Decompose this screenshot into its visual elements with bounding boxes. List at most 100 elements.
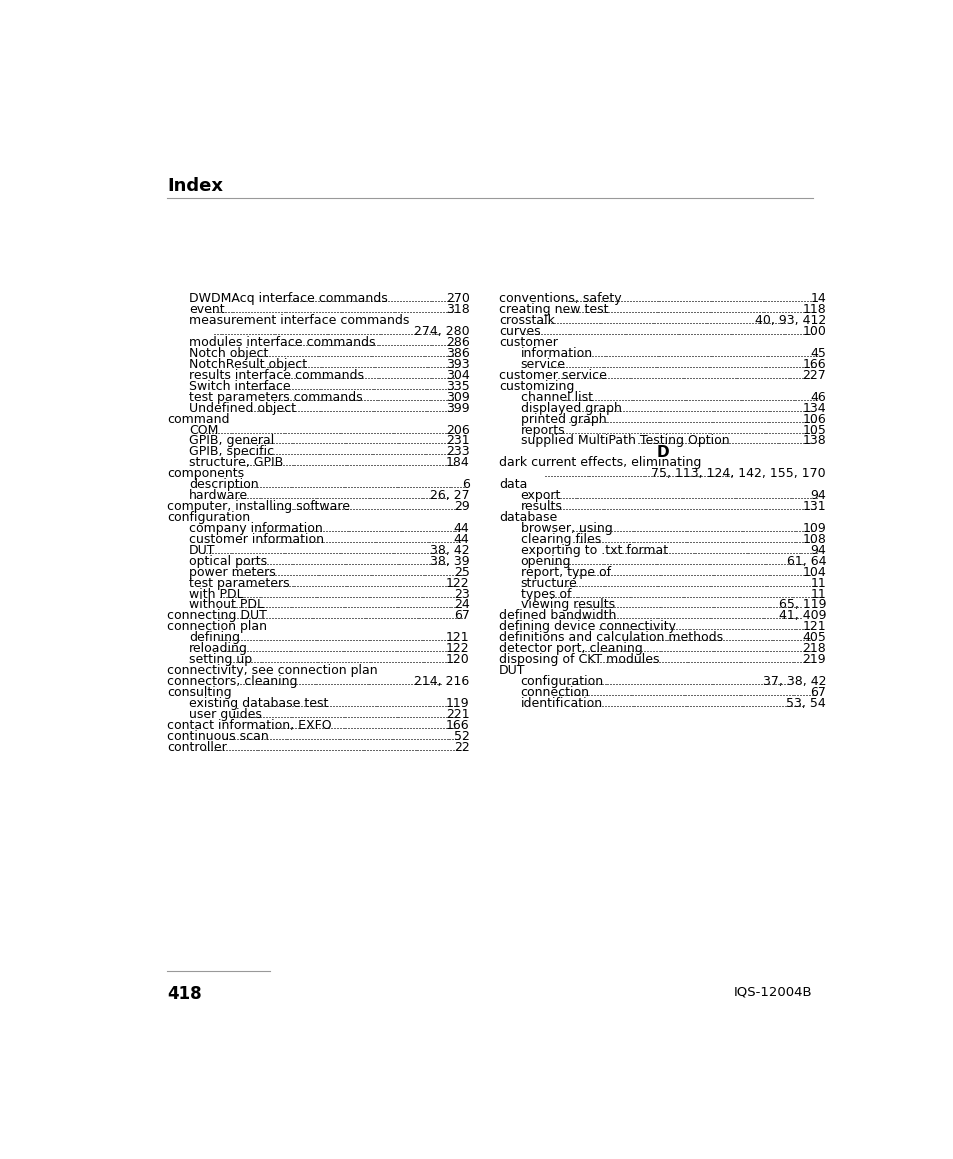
Text: .: .	[382, 347, 387, 360]
Text: .: .	[285, 566, 290, 578]
Text: .: .	[292, 675, 295, 688]
Text: .: .	[383, 522, 387, 535]
Text: .: .	[660, 347, 664, 360]
Text: .: .	[765, 566, 769, 578]
Text: .: .	[335, 708, 339, 721]
Text: .: .	[750, 358, 754, 371]
Text: .: .	[300, 347, 304, 360]
Text: .: .	[318, 391, 322, 403]
Text: .: .	[321, 730, 325, 743]
Text: .: .	[349, 380, 354, 393]
Text: .: .	[224, 730, 228, 743]
Text: .: .	[423, 708, 427, 721]
Text: .: .	[351, 445, 355, 459]
Text: .: .	[781, 686, 784, 699]
Text: .: .	[304, 522, 308, 535]
Text: .: .	[623, 555, 627, 568]
Text: .: .	[736, 697, 740, 709]
Text: .: .	[385, 358, 390, 371]
Text: .: .	[334, 741, 337, 753]
Text: .: .	[728, 489, 733, 502]
Text: .: .	[723, 588, 727, 600]
Text: .: .	[665, 642, 669, 655]
Text: types of: types of	[520, 588, 571, 600]
Text: .: .	[614, 489, 618, 502]
Text: .: .	[296, 598, 300, 612]
Text: .: .	[257, 445, 261, 459]
Text: .: .	[293, 457, 296, 469]
Text: .: .	[694, 555, 698, 568]
Text: .: .	[798, 402, 801, 415]
Text: .: .	[724, 402, 728, 415]
Text: .: .	[722, 467, 727, 480]
Text: .: .	[300, 566, 304, 578]
Text: .: .	[308, 423, 312, 437]
Text: .: .	[788, 369, 792, 381]
Text: .: .	[383, 489, 388, 502]
Text: .: .	[338, 730, 343, 743]
Text: .: .	[429, 304, 433, 316]
Text: .: .	[396, 479, 400, 491]
Text: .: .	[717, 544, 720, 556]
Text: .: .	[606, 610, 610, 622]
Text: .: .	[689, 632, 693, 644]
Text: .: .	[446, 500, 450, 513]
Text: .: .	[454, 741, 458, 753]
Text: .: .	[663, 292, 667, 305]
Text: .: .	[267, 479, 272, 491]
Text: .: .	[707, 347, 712, 360]
Text: .: .	[705, 555, 709, 568]
Text: .: .	[265, 522, 270, 535]
Text: .: .	[638, 555, 641, 568]
Text: .: .	[811, 358, 816, 371]
Text: .: .	[737, 686, 740, 699]
Text: .: .	[428, 445, 432, 459]
Text: .: .	[768, 566, 772, 578]
Text: .: .	[327, 566, 331, 578]
Text: .: .	[779, 391, 782, 403]
Text: .: .	[296, 380, 300, 393]
Text: .: .	[420, 566, 425, 578]
Text: .: .	[387, 533, 391, 546]
Text: .: .	[348, 741, 352, 753]
Text: .: .	[700, 500, 703, 513]
Text: .: .	[558, 358, 562, 371]
Text: .: .	[294, 479, 297, 491]
Text: .: .	[373, 457, 376, 469]
Text: .: .	[585, 588, 589, 600]
Text: .: .	[795, 632, 799, 644]
Text: .: .	[457, 500, 461, 513]
Text: .: .	[359, 610, 363, 622]
Text: .: .	[550, 555, 554, 568]
Text: .: .	[630, 522, 634, 535]
Text: .: .	[713, 435, 717, 447]
Text: .: .	[352, 544, 355, 556]
Text: .: .	[668, 435, 673, 447]
Text: .: .	[316, 369, 320, 381]
Text: .: .	[773, 675, 777, 688]
Text: .: .	[737, 347, 740, 360]
Text: .: .	[692, 642, 696, 655]
Text: .: .	[756, 533, 760, 546]
Text: .: .	[300, 555, 305, 568]
Text: .: .	[363, 533, 367, 546]
Text: reports: reports	[520, 423, 565, 437]
Text: .: .	[659, 675, 662, 688]
Text: .: .	[423, 479, 427, 491]
Text: .: .	[659, 435, 663, 447]
Text: .: .	[441, 479, 445, 491]
Text: .: .	[211, 423, 214, 437]
Text: .: .	[301, 533, 305, 546]
Text: .: .	[355, 445, 358, 459]
Text: .: .	[306, 347, 310, 360]
Text: .: .	[398, 336, 402, 349]
Text: .: .	[662, 632, 666, 644]
Text: .: .	[706, 304, 710, 316]
Text: .: .	[760, 642, 763, 655]
Text: results interface commands: results interface commands	[189, 369, 364, 381]
Text: 105: 105	[801, 423, 825, 437]
Text: .: .	[694, 697, 699, 709]
Text: .: .	[406, 347, 410, 360]
Text: .: .	[282, 347, 287, 360]
Text: .: .	[635, 314, 639, 327]
